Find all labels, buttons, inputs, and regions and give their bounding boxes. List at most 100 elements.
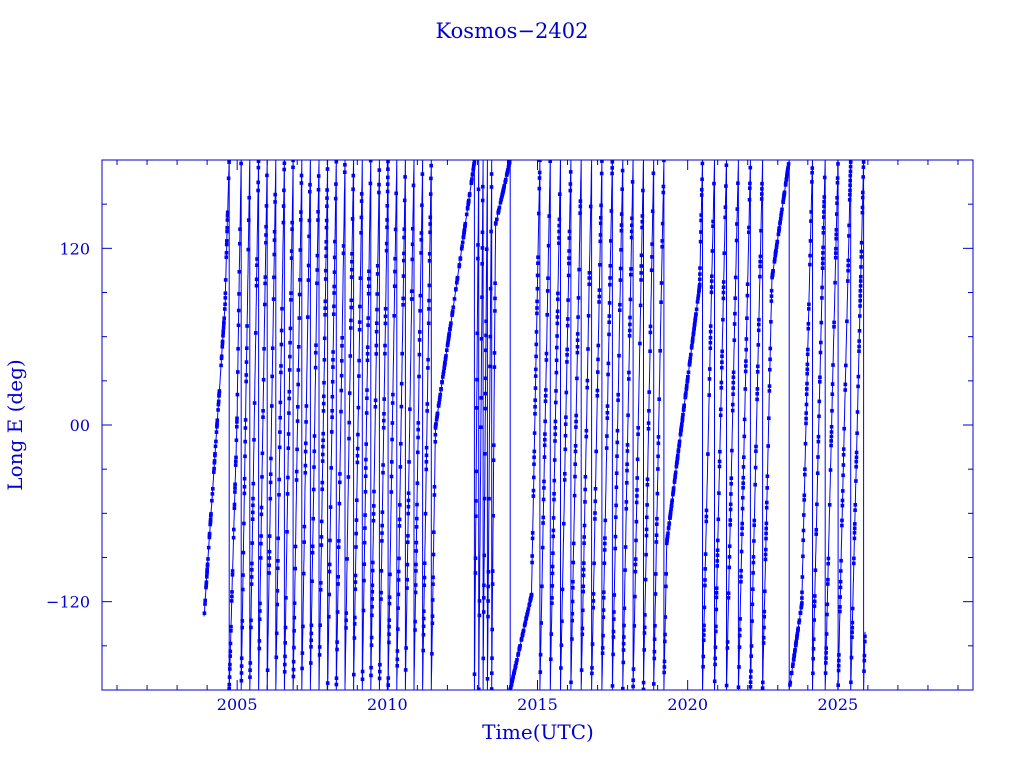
data-point (433, 432, 438, 437)
data-point (632, 624, 637, 628)
data-point (204, 585, 208, 590)
data-point (745, 316, 749, 320)
data-point (708, 367, 712, 371)
data-point (249, 625, 253, 630)
data-point (242, 485, 247, 489)
data-point (641, 188, 645, 193)
data-point (728, 507, 733, 512)
data-point (309, 623, 314, 628)
data-point (241, 573, 245, 577)
data-point (584, 428, 589, 433)
data-point (639, 278, 643, 282)
data-point (808, 239, 813, 243)
data-point (278, 430, 282, 434)
data-point (209, 514, 213, 518)
data-point (700, 177, 704, 182)
data-point (711, 224, 715, 228)
data-point (324, 254, 328, 258)
data-point (430, 598, 435, 602)
data-point (652, 656, 657, 661)
data-point (779, 213, 783, 217)
data-point (448, 323, 453, 328)
data-point (673, 475, 677, 479)
data-point (733, 275, 738, 280)
data-point (474, 499, 478, 503)
data-point (623, 568, 627, 572)
data-point (741, 486, 745, 490)
data-point (614, 515, 618, 519)
data-point (251, 496, 255, 501)
data-point (630, 180, 635, 184)
data-point (644, 552, 648, 557)
data-point (477, 613, 482, 618)
data-point (363, 474, 368, 478)
data-point (387, 640, 391, 645)
data-point (594, 449, 598, 454)
data-point (225, 214, 230, 218)
data-point (573, 474, 577, 479)
data-point (709, 279, 714, 283)
data-point (805, 387, 809, 391)
data-point (723, 205, 728, 209)
data-point (832, 320, 836, 325)
data-point (780, 207, 784, 212)
data-point (427, 307, 431, 311)
data-point (427, 252, 432, 256)
data-point (748, 165, 753, 170)
data-point (422, 561, 427, 565)
series-layer (202, 160, 867, 690)
data-point (816, 439, 821, 444)
data-point (216, 408, 220, 412)
data-point (708, 335, 713, 340)
data-point (537, 211, 541, 216)
data-point (373, 405, 378, 409)
data-point (846, 279, 850, 283)
data-point (474, 469, 478, 474)
data-point (805, 371, 809, 376)
data-point (742, 434, 747, 439)
data-point (415, 481, 420, 485)
data-point (519, 637, 524, 641)
data-point (294, 478, 299, 482)
data-point (205, 571, 209, 576)
data-point (261, 415, 265, 419)
data-point (720, 349, 724, 354)
data-point (562, 521, 566, 526)
data-point (572, 493, 577, 498)
data-point (283, 662, 287, 667)
data-point (489, 172, 494, 176)
data-point (557, 236, 561, 240)
data-point (318, 588, 323, 592)
data-point (596, 370, 600, 374)
data-point (538, 652, 543, 657)
data-point (228, 667, 232, 671)
data-point (716, 517, 721, 522)
data-point (373, 398, 378, 403)
data-point (846, 258, 851, 263)
data-point (385, 182, 390, 186)
data-point (825, 612, 829, 617)
data-point (479, 396, 483, 400)
data-point (834, 232, 839, 237)
data-point (625, 449, 630, 453)
data-point (242, 476, 247, 481)
data-point (534, 354, 538, 359)
data-point (644, 527, 649, 532)
data-point (550, 571, 555, 576)
data-point (760, 187, 764, 191)
data-point (504, 177, 508, 182)
data-point (714, 607, 719, 612)
data-point (810, 170, 814, 175)
data-point (769, 320, 773, 324)
data-point (530, 560, 534, 565)
data-point (258, 556, 263, 560)
data-point (533, 386, 538, 390)
x-tick-label: 2010 (367, 695, 408, 714)
data-point (615, 454, 619, 458)
data-point (212, 461, 217, 465)
data-point (396, 627, 400, 631)
data-point (710, 249, 715, 253)
data-point (426, 321, 431, 326)
data-point (763, 557, 768, 562)
data-point (805, 381, 809, 386)
